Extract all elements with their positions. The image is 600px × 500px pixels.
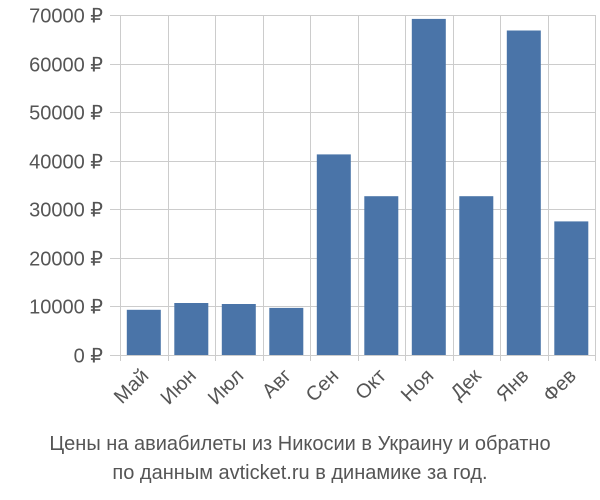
y-axis-tick-labels: 0 ₽ 10000 ₽ 20000 ₽ 30000 ₽ 40000 ₽ 50000 ₽ 60…: [29, 6, 103, 368]
x-tick-label: Янв: [492, 365, 533, 406]
price-bar-chart: 0 ₽ 10000 ₽ 20000 ₽ 30000 ₽ 40000 ₽ 50000 ₽ 60…: [29, 6, 596, 409]
x-tick-label: Фев: [539, 365, 581, 407]
x-tick-label: Июл: [204, 365, 248, 409]
bar-6: [364, 196, 399, 355]
grid: [110, 15, 596, 361]
x-tick-label: Дек: [447, 365, 486, 404]
bar-9: [506, 30, 541, 355]
y-tick-label: 10000 ₽: [29, 297, 103, 319]
y-tick-label: 30000 ₽: [29, 200, 103, 222]
chart-caption: Цены на авиабилеты из Никосии в Украину …: [0, 430, 600, 488]
caption-line-1: Цены на авиабилеты из Никосии в Украину …: [49, 433, 551, 455]
bar-1: [126, 309, 161, 355]
x-tick-label: Окт: [351, 365, 390, 404]
x-tick-label: Авг: [258, 365, 296, 403]
y-tick-label: 60000 ₽: [29, 55, 103, 77]
x-tick-label: Май: [110, 365, 153, 408]
y-tick-label: 20000 ₽: [29, 249, 103, 271]
x-tick-label: Ноя: [397, 365, 438, 406]
caption-line-2: по данным avticket.ru в динамике за год.: [112, 462, 488, 484]
bar-2: [174, 303, 209, 355]
x-tick-label: Июн: [157, 365, 201, 409]
y-tick-label: 0 ₽: [74, 346, 104, 368]
bar-5: [316, 154, 351, 355]
bar-3: [221, 304, 256, 355]
y-tick-label: 70000 ₽: [29, 6, 103, 28]
x-axis-tick-labels: Май Июн Июл Авг Сен Окт Ноя Дек Янв Фев: [110, 365, 581, 409]
bars: [126, 18, 589, 356]
bar-7: [411, 18, 446, 356]
bar-10: [554, 221, 589, 355]
bar-8: [459, 196, 494, 355]
y-tick-label: 50000 ₽: [29, 103, 103, 125]
y-tick-label: 40000 ₽: [29, 152, 103, 174]
x-tick-label: Сен: [302, 365, 343, 406]
bar-4: [269, 307, 304, 355]
